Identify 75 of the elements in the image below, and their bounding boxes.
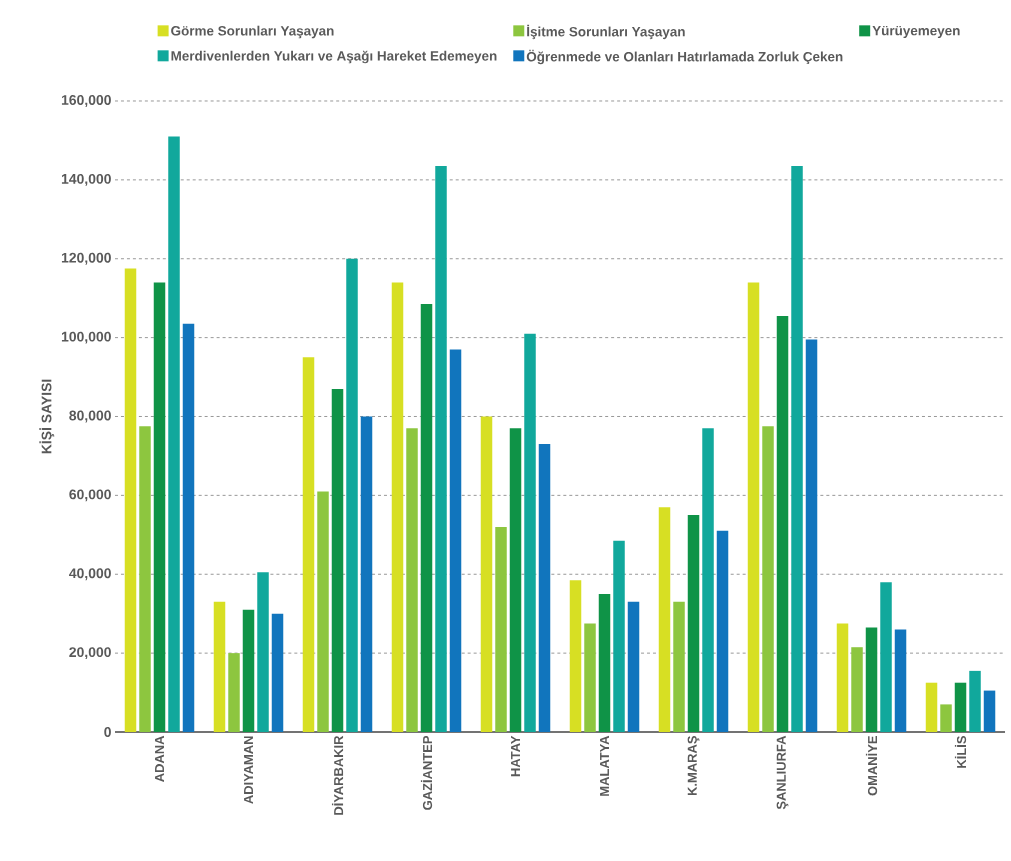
x-tick-label: ADANA [155, 735, 164, 782]
legend-label: Görme Sorunları Yaşayan [171, 25, 334, 39]
bar [213, 601, 226, 732]
bar [613, 540, 625, 732]
bar [360, 416, 373, 732]
legend-label: Öğrenmede ve Olanları Hatırlamada Zorluk Çeken [526, 49, 843, 65]
bar [569, 580, 582, 732]
bar [658, 507, 671, 732]
bar [317, 491, 329, 732]
legend-label: Yürüyemeyen [872, 25, 960, 39]
x-tick-label: GAZİANTEP [420, 735, 433, 810]
bar [538, 444, 551, 732]
bar [153, 282, 166, 732]
bar [480, 416, 493, 732]
x-tick-label: HATAY [511, 735, 520, 777]
bar [880, 582, 892, 732]
y-tick-label: 40,000 [69, 568, 111, 581]
bar [168, 136, 180, 732]
x-tick-label: DİYARBAKIR [331, 735, 344, 815]
bar [865, 627, 878, 732]
bar [805, 339, 818, 732]
y-tick-label: 20,000 [69, 647, 111, 660]
bar [584, 623, 596, 732]
legend-label: Merdivenlerden Yukarı ve Aşağı Hareket Edemeyen [171, 50, 497, 64]
bar [391, 282, 404, 732]
bar [435, 166, 447, 732]
bar [524, 333, 536, 732]
bar [228, 653, 240, 732]
bar [271, 613, 284, 732]
y-tick-label: 80,000 [69, 410, 111, 423]
bar [495, 526, 507, 732]
x-tick-label: ADIYAMAN [244, 736, 253, 804]
bar [302, 357, 315, 732]
x-tick-label: KİLİS [954, 736, 967, 768]
x-tick-label: MALATYA [600, 735, 609, 796]
legend-label: İşitme Sorunları Yaşayan [527, 24, 685, 40]
bar [969, 670, 981, 732]
y-tick-label: 120,000 [61, 252, 111, 265]
bar [747, 282, 760, 732]
x-tick-label: ŞANLIURFA [776, 735, 789, 810]
y-axis-title: KİŞİ SAYISI [39, 379, 55, 454]
bar [851, 647, 863, 732]
y-tick-label: 160,000 [61, 95, 111, 107]
y-tick-label: 100,000 [61, 331, 111, 344]
bar [598, 593, 611, 732]
bar [776, 315, 789, 732]
bar [257, 572, 269, 732]
bar [925, 682, 938, 732]
bar [449, 349, 462, 732]
bar [627, 601, 640, 732]
x-tick-label: OMANİYE [865, 736, 878, 796]
bar [242, 609, 255, 732]
bar [702, 428, 714, 732]
bar [791, 166, 803, 732]
bar [940, 704, 952, 732]
bar [894, 629, 907, 732]
bar [182, 323, 195, 732]
bar [687, 515, 700, 732]
y-tick-label: 140,000 [61, 173, 111, 186]
bar [420, 304, 433, 732]
y-tick-label: 0 [104, 727, 111, 737]
bar [406, 428, 418, 732]
y-tick-label: 60,000 [69, 489, 111, 502]
bar [346, 258, 358, 732]
bar [673, 601, 685, 732]
bar [716, 530, 729, 732]
bar [983, 690, 996, 732]
x-tick-label: K.MARAŞ [687, 736, 700, 796]
bar [762, 426, 774, 732]
bar [331, 388, 344, 732]
bar [124, 268, 137, 732]
bar [139, 426, 151, 732]
bar [954, 682, 967, 732]
bar [509, 428, 522, 732]
bar [836, 623, 849, 732]
